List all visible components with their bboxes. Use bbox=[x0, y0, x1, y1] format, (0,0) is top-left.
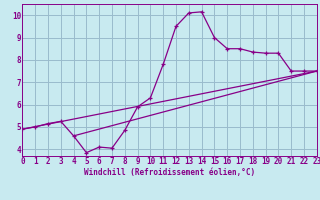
X-axis label: Windchill (Refroidissement éolien,°C): Windchill (Refroidissement éolien,°C) bbox=[84, 168, 255, 177]
